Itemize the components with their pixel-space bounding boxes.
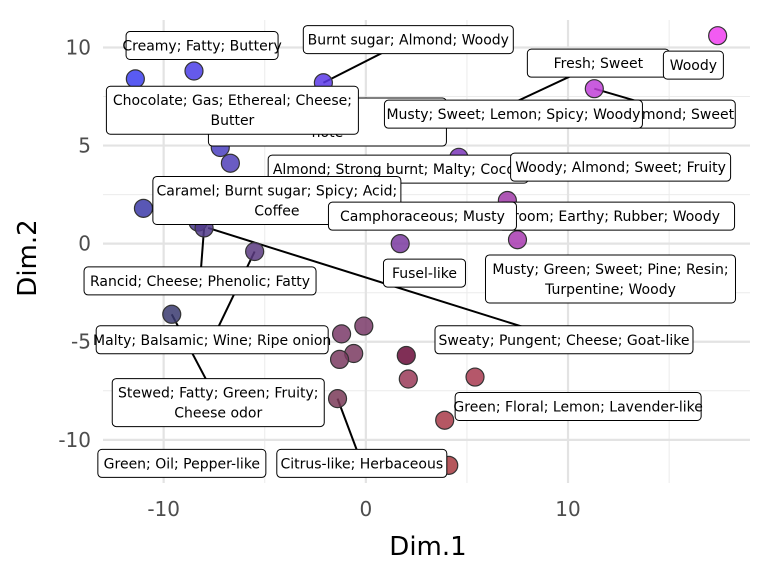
label-text: Chocolate; Gas; Ethereal; Cheese; (113, 93, 352, 109)
label-text: Caramel; Burnt sugar; Spicy; Acid; (157, 183, 398, 199)
x-tick-label: -10 (147, 497, 180, 521)
label-text: Woody; Almond; Sweet; Fruity (515, 160, 726, 176)
y-tick-label: 10 (66, 35, 91, 59)
label-text: Rancid; Cheese; Phenolic; Fatty (90, 274, 310, 290)
data-point (125, 69, 145, 89)
point-label: Woody; Almond; Sweet; Fruity (510, 152, 732, 182)
label-text: Coffee (254, 203, 299, 219)
y-axis-title: Dim.2 (13, 219, 43, 296)
data-point (133, 198, 154, 218)
data-point (435, 410, 455, 430)
label-box (454, 391, 702, 421)
label-text: Sweaty; Pungent; Cheese; Goat-like (439, 333, 690, 349)
label-box (382, 258, 466, 288)
connector-line (211, 251, 256, 341)
point-label: Woody (662, 50, 724, 80)
point-label: room; Earthy; Rubber; Woody (498, 201, 736, 231)
y-tick-label: -10 (58, 428, 91, 452)
x-tick-label: 10 (555, 497, 580, 521)
label-text: Stewed; Fatty; Green; Fruity; (118, 386, 319, 402)
point-label: Burnt sugar; Almond; Woody (302, 25, 514, 55)
point-label: Citrus-like; Herbaceous (276, 448, 448, 478)
point-label: Sweaty; Pungent; Cheese; Goat-like (434, 325, 694, 355)
point-label: Musty; Sweet; Lemon; Spicy; Woody (383, 99, 643, 129)
point-label: Green; Oil; Pepper-like (97, 448, 267, 478)
label-text: Creamy; Fatty; Buttery (122, 39, 281, 55)
label-text: Fresh; Sweet (554, 56, 644, 72)
label-text: room; Earthy; Rubber; Woody (513, 209, 720, 225)
data-point (354, 316, 374, 336)
label-box (125, 31, 279, 61)
label-box (97, 448, 267, 478)
label-box (434, 325, 694, 355)
point-label: Stewed; Fatty; Green; Fruity; Cheese odor (111, 378, 325, 428)
point-label: Creamy; Fatty; Buttery (122, 31, 282, 61)
label-box (276, 448, 448, 478)
data-point (390, 234, 410, 254)
label-box (662, 50, 724, 80)
label-text: Fusel-like (392, 266, 457, 282)
label-text: Burnt sugar; Almond; Woody (308, 33, 509, 49)
y-tick-label: -5 (71, 330, 91, 354)
y-tick-label: 0 (78, 232, 91, 256)
data-point (396, 345, 416, 366)
point-label: Chocolate; Gas; Ethereal; Cheese; Butter (105, 85, 359, 135)
data-point (584, 79, 604, 99)
x-axis-title: Dim.1 (389, 532, 466, 562)
data-point (331, 324, 352, 344)
label-text: Green; Oil; Pepper-like (104, 456, 260, 472)
label-box (484, 254, 736, 304)
point-label: Almond; Sweet (626, 99, 736, 129)
label-box (302, 25, 514, 55)
point-label: Malty; Balsamic; Wine; Ripe onion (93, 325, 331, 355)
label-text: Citrus-like; Herbaceous (280, 456, 443, 472)
data-point (245, 241, 265, 262)
label-text: Malty; Balsamic; Wine; Ripe onion (93, 333, 331, 349)
tick-labels: -10 0 10 -10 -5 0 5 10 (58, 35, 580, 521)
label-text: Green; Floral; Lemon; Lavender-like (453, 399, 702, 415)
label-text: Turpentine; Woody (544, 282, 676, 298)
x-tick-label: 0 (359, 497, 372, 521)
data-point (162, 304, 182, 324)
point-label: Fusel-like (382, 258, 466, 288)
point-label: Green; Floral; Lemon; Lavender-like (453, 391, 703, 421)
label-text: Almond; Sweet (628, 107, 734, 123)
label-text: Almond; Strong burnt; Malty; Cocoa (273, 162, 524, 178)
label-box (510, 152, 732, 182)
data-point (184, 61, 204, 81)
point-label: Camphoraceous; Musty (327, 201, 517, 231)
y-tick-label: 5 (78, 134, 91, 158)
data-point (507, 230, 528, 250)
label-box (111, 378, 325, 428)
point-label: Fresh; Sweet (526, 48, 670, 78)
label-box (95, 325, 329, 355)
point-label: Almond; Strong burnt; Malty; Cocoa (267, 154, 529, 184)
label-text: Butter (210, 113, 254, 129)
data-point (329, 349, 350, 370)
data-point (398, 369, 418, 389)
label-text: Camphoraceous; Musty (340, 209, 505, 225)
point-label: Rancid; Cheese; Phenolic; Fatty (83, 266, 317, 296)
data-point (327, 389, 348, 409)
label-box (383, 99, 643, 129)
label-text: Cheese odor (174, 406, 262, 422)
point-labels: Creamy; Fatty; Buttery Burnt sugar; Almon… (83, 25, 736, 478)
label-box (105, 85, 359, 135)
label-text: Musty; Sweet; Lemon; Spicy; Woody (386, 107, 640, 123)
data-point (220, 153, 240, 173)
data-point (708, 26, 728, 46)
label-text: Musty; Green; Sweet; Pine; Resin; (492, 262, 728, 278)
data-point (465, 367, 485, 387)
label-box (83, 266, 317, 296)
label-box (327, 201, 517, 231)
point-label: Musty; Green; Sweet; Pine; Resin; Turpent… (484, 254, 736, 304)
label-text: Woody (670, 58, 717, 74)
